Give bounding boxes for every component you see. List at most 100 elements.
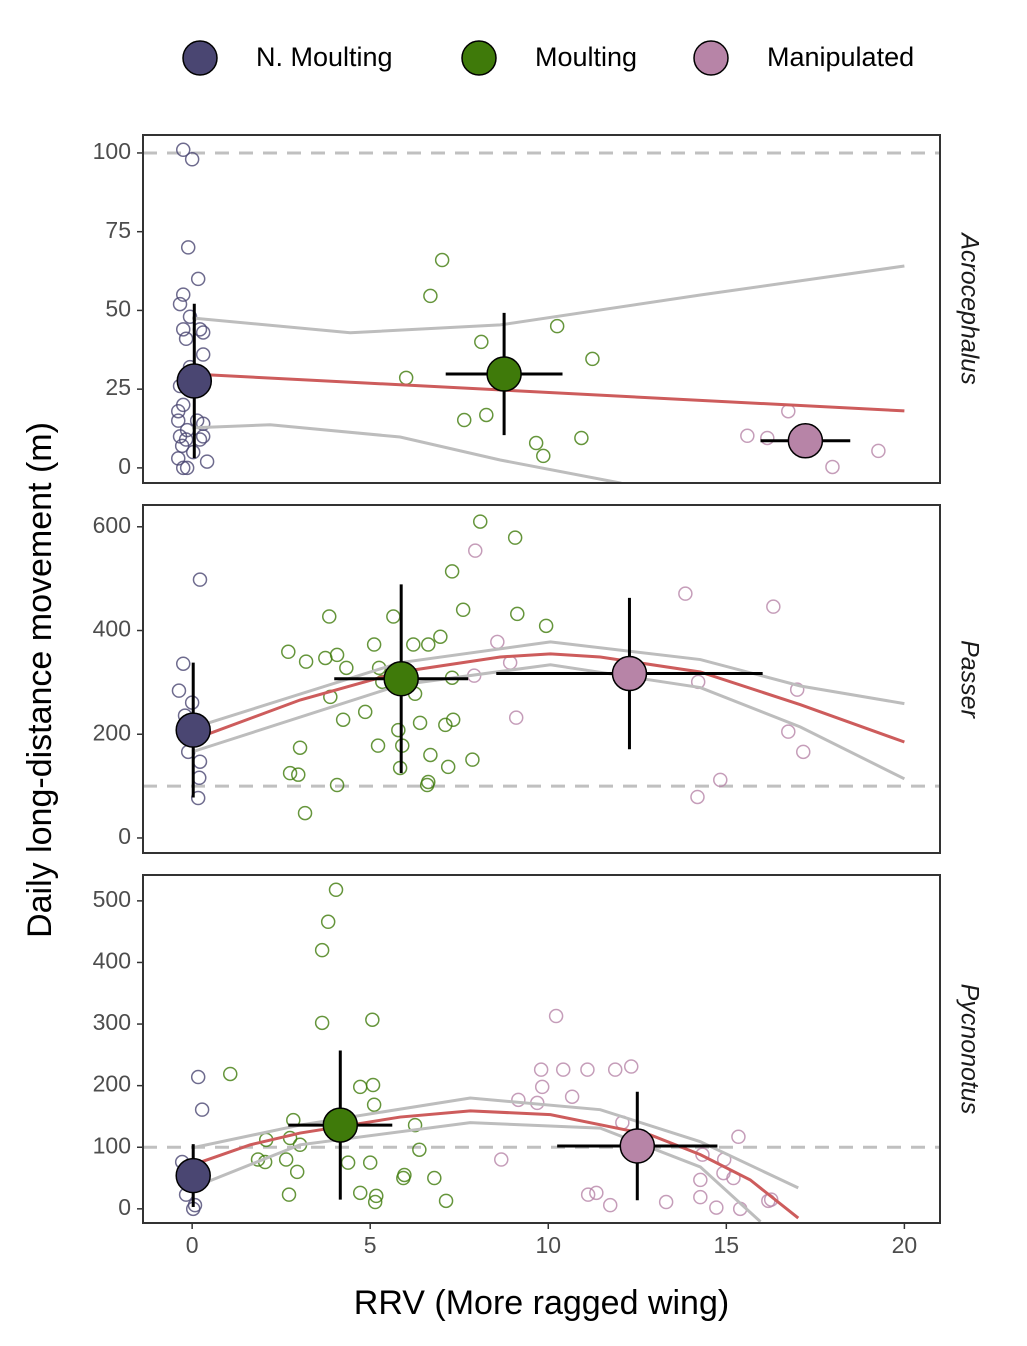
data-point: [507, 530, 523, 545]
data-point: [190, 1069, 206, 1085]
data-point: [658, 1194, 674, 1210]
data-point: [789, 682, 805, 697]
data-point: [536, 448, 551, 464]
data-point: [352, 1185, 368, 1201]
data-point: [175, 142, 191, 158]
data-point: [298, 654, 314, 669]
data-point: [407, 1117, 423, 1133]
data-point: [438, 1193, 454, 1209]
data-point: [184, 151, 200, 167]
legend-label: N. Moulting: [256, 42, 393, 72]
y-tick-label: 0: [118, 1194, 131, 1220]
data-point: [533, 1062, 549, 1077]
x-tick-label: 10: [535, 1232, 561, 1258]
data-point: [179, 460, 195, 476]
fit-line: [191, 1109, 800, 1220]
data-point: [195, 347, 211, 362]
data-point: [589, 1185, 604, 1201]
facet-label: Pycnonotus: [955, 984, 983, 1115]
data-point: [468, 543, 483, 558]
data-point: [479, 407, 494, 423]
data-point: [433, 629, 448, 644]
x-tick-label: 5: [364, 1232, 377, 1258]
data-point: [510, 606, 525, 622]
data-point: [508, 710, 524, 725]
data-point: [412, 715, 428, 731]
fit-line: [192, 372, 905, 413]
data-point: [440, 759, 456, 775]
data-point: [182, 309, 198, 324]
data-point: [190, 790, 206, 806]
panel-background: [143, 875, 940, 1223]
data-point: [607, 1062, 623, 1077]
data-point: [180, 240, 196, 255]
data-point: [455, 602, 471, 618]
data-point: [421, 637, 436, 652]
data-point: [564, 1089, 580, 1104]
data-point: [580, 1187, 596, 1202]
data-point: [370, 738, 386, 753]
panel-background: [143, 505, 940, 853]
y-tick-label: 200: [93, 1071, 131, 1097]
ci-lower-line: [191, 1121, 762, 1223]
data-point: [292, 740, 308, 755]
data-point: [548, 1008, 564, 1024]
data-point: [281, 1187, 297, 1202]
y-axis-label: Daily long-distance movement (m): [21, 422, 59, 938]
mean-point: [175, 712, 211, 748]
y-tick-label: 100: [93, 138, 131, 164]
data-point: [472, 514, 488, 529]
legend-label: Manipulated: [767, 42, 914, 72]
y-tick-label: 100: [93, 1132, 131, 1158]
data-point: [574, 430, 589, 446]
data-point: [297, 805, 313, 821]
panel-background: [143, 135, 940, 483]
data-point: [175, 656, 191, 671]
data-point: [456, 412, 472, 428]
data-point: [314, 1015, 330, 1031]
data-point: [291, 767, 306, 782]
data-point: [195, 429, 211, 444]
data-point: [713, 772, 728, 788]
data-point: [427, 1170, 442, 1186]
panel-border: [142, 134, 941, 484]
legend-marker: [182, 40, 218, 76]
data-point: [314, 942, 330, 958]
data-point: [322, 609, 337, 624]
data-point: [406, 637, 421, 652]
data-point: [172, 296, 188, 312]
data-point: [171, 413, 186, 428]
data-point: [438, 717, 453, 733]
data-point: [585, 351, 600, 367]
data-point: [434, 252, 450, 268]
legend-label: Moulting: [535, 42, 637, 72]
y-tick-label: 0: [118, 823, 131, 849]
data-point: [423, 747, 438, 763]
mean-point: [619, 1128, 656, 1164]
data-point: [695, 1147, 710, 1162]
data-point: [391, 722, 406, 738]
x-axis-label: RRV (More ragged wing): [354, 1284, 729, 1322]
data-point: [171, 451, 186, 466]
y-tick-label: 400: [93, 616, 131, 642]
data-point: [335, 712, 351, 727]
data-point: [781, 724, 796, 739]
data-point: [362, 1155, 378, 1170]
data-point: [825, 459, 840, 475]
x-tick-label: 0: [186, 1232, 199, 1258]
facet-label: Acrocephalus: [955, 231, 983, 384]
data-point: [494, 1152, 509, 1167]
data-point: [423, 288, 438, 304]
mean-point: [176, 363, 213, 399]
mean-point: [486, 356, 522, 392]
x-tick-label: 15: [714, 1232, 740, 1258]
data-point: [678, 586, 693, 601]
data-point: [278, 1152, 294, 1167]
data-point: [194, 1102, 210, 1117]
data-point: [690, 789, 705, 805]
data-point: [366, 1097, 382, 1112]
data-point: [178, 331, 194, 347]
panel: [143, 505, 940, 853]
data-point: [763, 1192, 779, 1207]
ci-upper-line: [192, 264, 905, 335]
